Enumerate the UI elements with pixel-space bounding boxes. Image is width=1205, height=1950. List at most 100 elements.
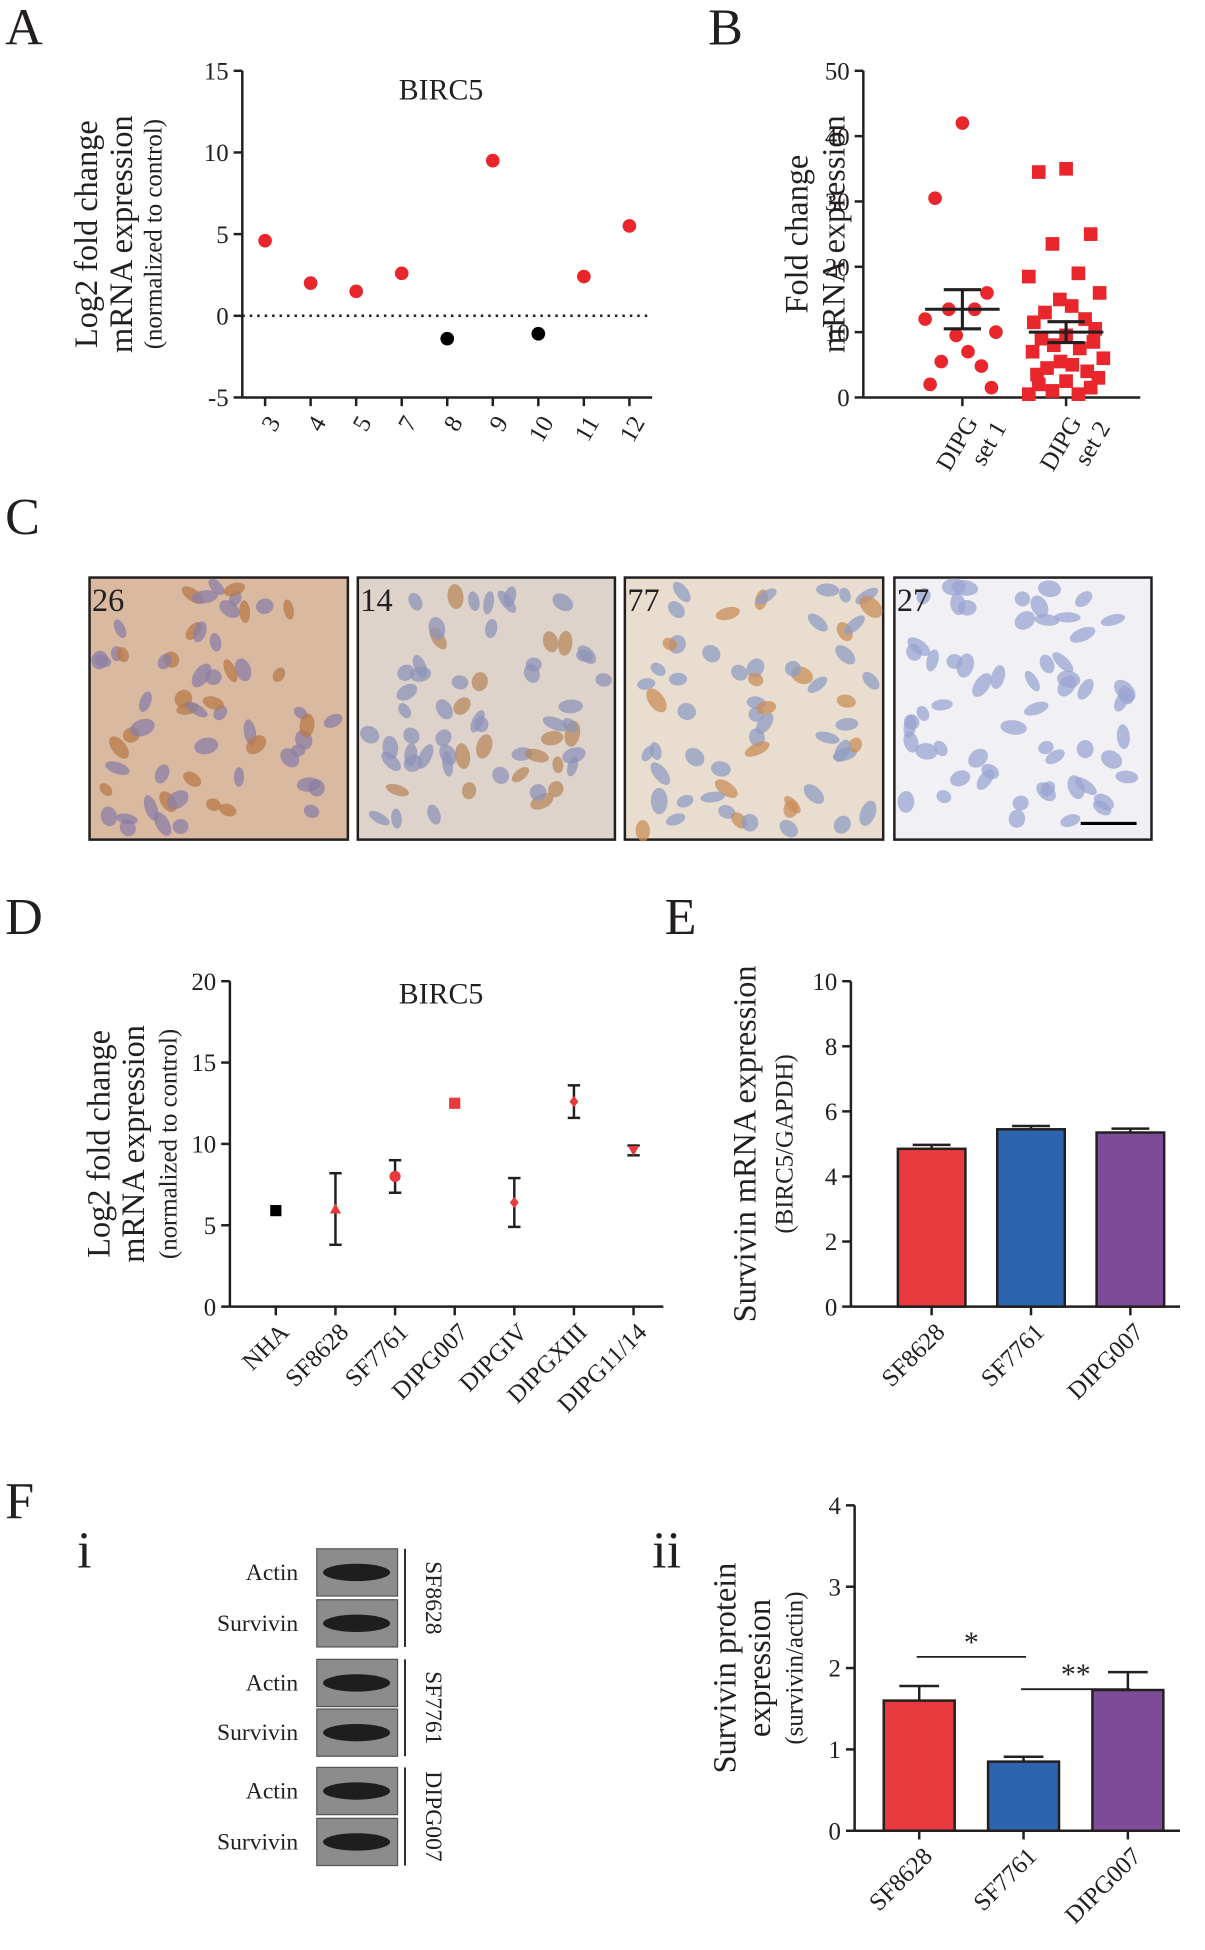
marker [1053,292,1067,307]
y-tick-label: 10 [812,969,837,996]
nucleus [470,710,485,733]
nucleus [741,813,759,832]
y-tick-label: 6 [825,1099,837,1126]
x-tick-label-group: 5 [348,412,378,436]
marker [923,377,937,392]
nucleus [859,800,877,826]
y-axis-label: expression [741,1599,777,1737]
image-label: 77 [627,582,659,618]
nucleus [208,578,225,596]
nucleus [408,592,423,611]
nucleus [139,691,152,712]
panel-letter: A [5,0,43,57]
nucleus [756,700,777,715]
x-tick-label-group: 8 [439,412,469,436]
data-point [349,284,363,299]
nucleus [303,804,320,819]
nucleus [915,743,938,760]
x-tick-label-group: DIPG007 [1063,1319,1149,1405]
x-tick-label: SF8628 [280,1319,354,1393]
nucleus [646,688,667,713]
nucleus [91,650,109,670]
x-tick-label-group: SF8628 [877,1319,951,1393]
blot-band [323,1674,391,1692]
nucleus [385,783,409,797]
x-tick-label: DIPG007 [1060,1843,1146,1929]
x-tick-label-group: SF7761 [969,1843,1043,1917]
y-axis-label: (survivin/actin) [781,1592,808,1745]
nucleus [731,664,748,681]
nucleus [360,725,380,744]
x-tick-label: DIPG007 [1063,1319,1149,1405]
marker [1034,331,1049,346]
nucleus [784,796,801,814]
nucleus [447,584,464,610]
nucleus [540,730,564,746]
nucleus [834,739,851,762]
marker [961,344,975,359]
nucleus [451,675,469,690]
nucleus [552,593,574,612]
y-tick-label: 20 [191,969,216,996]
panel-letter: i [77,1522,92,1579]
nucleus [323,713,343,728]
nucleus [116,646,129,663]
nucleus [635,819,650,842]
nucleus [668,672,688,686]
nucleus [1008,809,1026,828]
nucleus [280,748,300,768]
marker [1045,384,1060,398]
nucleus [283,599,294,620]
y-tick-label: 5 [204,1213,216,1240]
nucleus [916,705,930,721]
y-tick-label: 0 [204,1294,216,1321]
nucleus [381,751,401,772]
nucleus [803,784,825,804]
nucleus [255,598,274,614]
nucleus [836,694,856,708]
image-label: 26 [92,582,124,618]
marker [1026,315,1041,330]
y-tick-label: 0 [829,1818,841,1845]
nucleus [677,703,697,721]
significance-label: ** [1061,1658,1091,1691]
nucleus [1054,612,1081,623]
x-tick-label: SF7761 [976,1319,1050,1393]
nucleus [859,595,883,618]
nucleus [233,767,245,787]
nucleus [815,731,840,744]
nucleus [100,806,118,827]
y-tick-label: 3 [829,1574,841,1601]
x-tick-label-group: 4 [302,411,332,436]
nucleus [702,644,721,663]
y-axis-label: mRNA expression [115,1025,151,1263]
x-tick-label: SF8628 [864,1843,938,1917]
marker [1059,374,1073,388]
x-tick-label: 7 [393,412,423,436]
marker [449,1097,461,1109]
y-axis-label: mRNA expression [816,115,852,353]
y-tick-label: 40 [825,124,850,151]
nucleus [1093,793,1114,811]
nucleus [397,664,415,681]
marker [928,191,942,206]
nucleus [650,787,668,815]
nucleus [715,606,740,621]
bar [882,1699,956,1833]
marker [1046,338,1061,353]
nucleus [1101,750,1123,769]
nucleus [412,654,428,678]
nucleus [471,672,488,692]
blot-row-label: Survivin [217,1829,298,1855]
blot-row-label: Actin [246,1560,299,1586]
y-axis-label: (BIRC5/GAPDH) [772,1054,799,1233]
panel-letter: E [665,889,697,946]
nucleus [524,748,549,763]
y-tick-label: 0 [216,303,228,330]
marker [1053,354,1068,369]
data-point [577,269,591,284]
nucleus [476,734,493,759]
y-axis-label: (normalized to control) [155,1029,182,1259]
sample-label: SF8628 [420,1561,446,1634]
